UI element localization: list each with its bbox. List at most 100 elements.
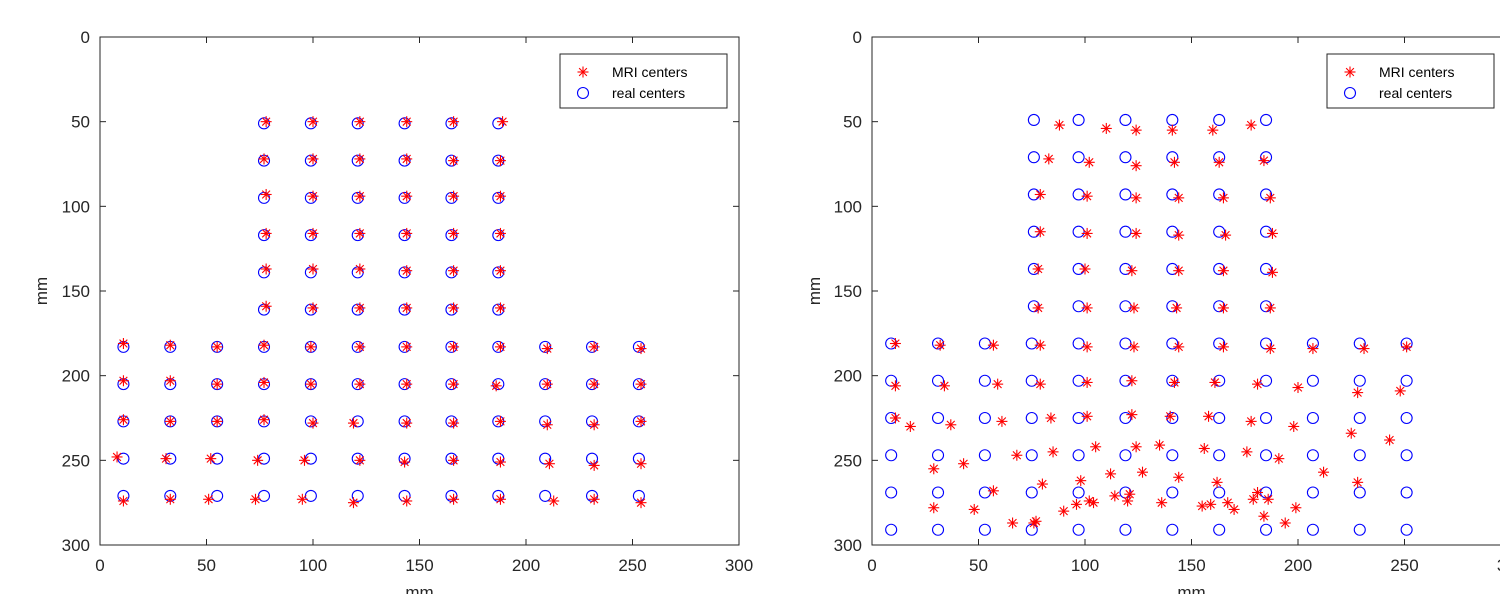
real-center-point [1166, 523, 1179, 536]
real-center-point [931, 337, 945, 350]
asterisk-stroke [1125, 489, 1135, 499]
real-center-point [351, 191, 364, 204]
asterisk-stroke [306, 342, 316, 352]
mri-center-point [928, 463, 940, 475]
asterisk-stroke [400, 457, 409, 467]
asterisk-stroke [402, 191, 411, 201]
real-center-point [1400, 523, 1413, 536]
asterisk-stroke [589, 342, 599, 352]
asterisk-stroke [402, 303, 411, 313]
mri-center-point [992, 378, 1004, 390]
y-tick-label: 300 [62, 536, 90, 555]
mri-center-point [1262, 493, 1274, 505]
asterisk-stroke [997, 417, 1007, 426]
markers [885, 113, 1413, 536]
asterisk-stroke [1035, 379, 1045, 389]
real-center-point [257, 452, 271, 465]
asterisk-stroke [119, 339, 128, 348]
y-tick-label: 200 [834, 367, 862, 386]
x-tick-label: 150 [405, 556, 433, 575]
asterisk-stroke [496, 266, 505, 275]
asterisk-stroke [253, 456, 262, 465]
mri-center-point [307, 116, 319, 128]
real-center-point [1025, 486, 1038, 499]
real-center-point [1353, 374, 1366, 387]
mri-center-point [1217, 265, 1229, 277]
asterisk-stroke [1076, 476, 1086, 485]
y-tick-labels: 0 50 100 150 200 250 300 [834, 28, 862, 555]
asterisk-stroke [1174, 193, 1183, 203]
asterisk-stroke [355, 229, 365, 238]
asterisk-stroke [1127, 410, 1137, 419]
real-center-point [398, 191, 411, 204]
mri-center-point [205, 453, 217, 465]
asterisk-stroke [355, 342, 365, 352]
mri-center-point [494, 227, 506, 239]
plot-area [871, 36, 1500, 546]
mri-center-point [1128, 341, 1140, 353]
asterisk-stroke [1197, 501, 1207, 511]
real-center-point [398, 266, 411, 279]
real-center-point [1260, 523, 1273, 536]
asterisk-stroke [308, 303, 318, 313]
asterisk-stroke [1048, 447, 1058, 457]
x-tick-label: 0 [867, 556, 876, 575]
real-center-point [1119, 449, 1132, 462]
mri-center-point [987, 485, 999, 497]
real-center-point [445, 191, 458, 204]
mri-center-point [448, 190, 460, 202]
real-center-point [1213, 113, 1226, 127]
real-center-point [931, 523, 945, 536]
asterisk-stroke [1402, 342, 1411, 352]
asterisk-stroke [1157, 498, 1166, 507]
real-center-point [304, 117, 317, 130]
x-axis-label: mm [405, 583, 433, 594]
asterisk-stroke [261, 301, 271, 311]
y-tick-label: 0 [81, 28, 90, 47]
mri-center-point [1241, 446, 1253, 458]
mri-center-point [635, 378, 647, 390]
asterisk-stroke [1291, 503, 1301, 513]
real-center-point [1119, 225, 1132, 238]
real-center-point [304, 415, 317, 428]
mri-center-point [260, 188, 272, 200]
mri-center-point [1211, 476, 1223, 488]
mri-center-point [1307, 343, 1319, 355]
asterisk-stroke [1174, 342, 1183, 352]
real-center-point [978, 374, 991, 387]
mri-center-point [399, 456, 411, 468]
asterisk-stroke [935, 340, 945, 350]
mri-center-point [1279, 517, 1291, 529]
real-center-point [351, 229, 364, 242]
mri-center-point [258, 376, 270, 388]
x-tick-label: 0 [95, 556, 104, 575]
real-center-point [1119, 411, 1132, 425]
asterisk-stroke [261, 264, 271, 274]
mri-center-point [494, 302, 506, 314]
mri-center-point [160, 453, 172, 465]
mri-center-point [117, 375, 129, 387]
real-center-point [257, 117, 271, 130]
asterisk-stroke [1253, 379, 1262, 389]
asterisk-stroke [496, 417, 505, 426]
real-center-point [931, 411, 945, 425]
mri-center-point [296, 493, 308, 505]
mri-center-point [1228, 503, 1240, 515]
mri-center-point [1358, 343, 1370, 355]
asterisk-stroke [543, 420, 552, 430]
asterisk-stroke [251, 495, 260, 504]
real-center-point [1119, 113, 1132, 127]
asterisk-stroke [449, 418, 458, 428]
mri-center-point [543, 458, 555, 470]
asterisk-stroke [1080, 264, 1090, 274]
y-axis-label: mm [805, 277, 824, 305]
mri-center-point [307, 302, 319, 314]
left-scatter-plot: 0 50 100 150 200 250 300 0 50 100 150 20… [32, 28, 753, 594]
asterisk-stroke [1033, 303, 1043, 313]
mri-center-point [1217, 302, 1229, 314]
mri-center-point [1401, 341, 1413, 353]
real-center-point [304, 154, 317, 167]
x-tick-label: 300 [1497, 556, 1500, 575]
mri-center-point [347, 497, 359, 509]
mri-center-point [1122, 495, 1134, 507]
